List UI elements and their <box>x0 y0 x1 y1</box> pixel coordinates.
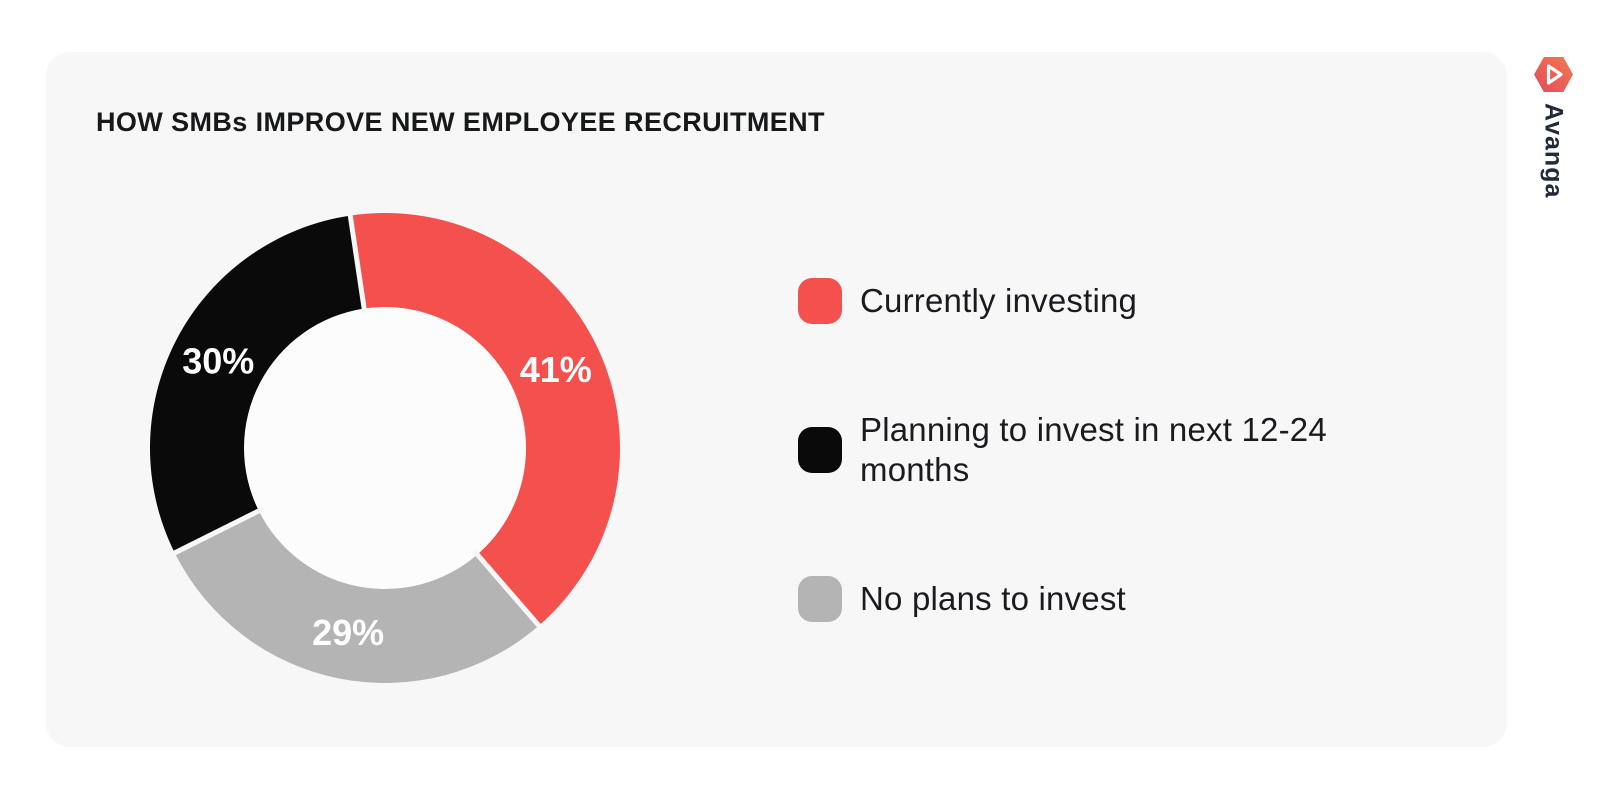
segment-value-label: 29% <box>312 612 384 653</box>
donut-chart: 41% 29% 30% <box>150 210 620 684</box>
avanga-hexagon-play-icon <box>1533 57 1573 92</box>
chart-card: HOW SMBs IMPROVE NEW EMPLOYEE RECRUITMEN… <box>46 52 1507 747</box>
donut-segment-currently-investing <box>350 213 620 626</box>
donut-segment-no-plans-to-invest <box>174 510 539 684</box>
donut-segment-planning-to-invest-in-next-12-24-months <box>150 215 365 553</box>
legend-item-currently-investing: Currently investing <box>798 278 1438 324</box>
chart-legend: Currently investing Planning to invest i… <box>798 278 1438 622</box>
segment-value-label: 41% <box>520 349 592 390</box>
chart-title: HOW SMBs IMPROVE NEW EMPLOYEE RECRUITMEN… <box>96 107 825 137</box>
donut-hole <box>244 307 526 589</box>
legend-item-no-plans: No plans to invest <box>798 576 1438 622</box>
segment-value-label: 30% <box>182 341 254 382</box>
hexagon-shape <box>1533 57 1573 92</box>
legend-swatch-gray <box>798 576 842 622</box>
legend-label: Currently investing <box>860 282 1138 319</box>
legend-label: No plans to invest <box>860 580 1126 617</box>
segment-gap <box>347 210 368 314</box>
brand-logo: Avanga <box>1532 55 1574 198</box>
segment-gap <box>472 549 545 632</box>
legend-item-planning-to-invest: Planning to invest in next 12-24 months <box>798 410 1438 490</box>
play-triangle-icon <box>1546 64 1563 85</box>
legend-swatch-black <box>798 427 842 473</box>
legend-label: Planning to invest in next 12-24 months <box>860 411 1327 488</box>
segment-gap <box>169 506 265 558</box>
legend-swatch-red <box>798 278 842 324</box>
brand-name: Avanga <box>1539 103 1568 199</box>
